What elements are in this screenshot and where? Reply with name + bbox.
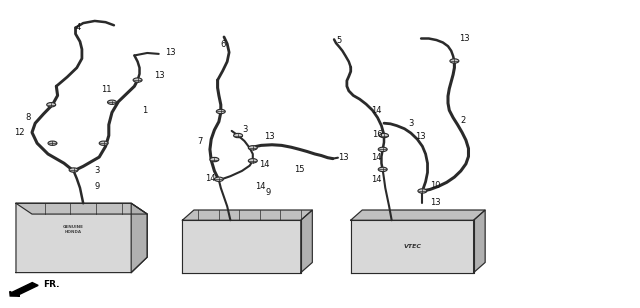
Text: 13: 13 xyxy=(165,48,176,58)
Text: 14: 14 xyxy=(371,152,381,162)
Text: 14: 14 xyxy=(371,106,381,115)
Circle shape xyxy=(234,133,243,138)
Polygon shape xyxy=(16,203,147,214)
Text: 14: 14 xyxy=(259,160,269,169)
Text: 13: 13 xyxy=(460,34,470,43)
Polygon shape xyxy=(182,210,312,220)
Polygon shape xyxy=(301,210,312,273)
Polygon shape xyxy=(16,203,147,273)
Text: 13: 13 xyxy=(338,153,349,162)
Text: 5: 5 xyxy=(336,35,341,45)
Text: 14: 14 xyxy=(205,174,215,183)
Circle shape xyxy=(216,109,225,114)
Circle shape xyxy=(378,147,387,152)
Text: 14: 14 xyxy=(255,182,265,191)
Circle shape xyxy=(248,146,257,150)
Polygon shape xyxy=(182,220,301,273)
Text: 12: 12 xyxy=(14,128,24,137)
Text: 2: 2 xyxy=(461,116,466,125)
Circle shape xyxy=(418,189,427,193)
Text: 13: 13 xyxy=(264,132,275,141)
Polygon shape xyxy=(474,210,485,273)
Circle shape xyxy=(69,168,78,172)
Text: 14: 14 xyxy=(371,175,381,184)
Text: 3: 3 xyxy=(95,166,100,176)
Circle shape xyxy=(210,157,219,162)
Text: 7: 7 xyxy=(197,137,202,146)
Text: 1: 1 xyxy=(142,106,147,116)
Text: 13: 13 xyxy=(154,71,164,80)
Text: 8: 8 xyxy=(26,112,31,122)
Polygon shape xyxy=(351,210,485,220)
Text: 6: 6 xyxy=(221,40,226,49)
Text: 9: 9 xyxy=(266,188,271,197)
Circle shape xyxy=(133,78,142,82)
Text: 4: 4 xyxy=(76,22,81,32)
Circle shape xyxy=(248,159,257,163)
Polygon shape xyxy=(351,220,474,273)
Text: 11: 11 xyxy=(101,85,111,94)
Text: 10: 10 xyxy=(430,181,440,190)
Text: 15: 15 xyxy=(294,165,305,174)
Text: 9: 9 xyxy=(95,182,100,191)
Text: GENUINE
HONDA: GENUINE HONDA xyxy=(63,225,84,234)
Circle shape xyxy=(47,103,56,107)
Text: 13: 13 xyxy=(430,198,441,207)
Circle shape xyxy=(378,167,387,172)
Text: 13: 13 xyxy=(415,132,426,141)
Circle shape xyxy=(48,141,57,145)
Text: 3: 3 xyxy=(242,125,247,134)
Circle shape xyxy=(108,100,116,104)
Text: 3: 3 xyxy=(408,119,413,128)
Text: FR.: FR. xyxy=(44,280,60,290)
Circle shape xyxy=(450,59,459,63)
Circle shape xyxy=(214,177,223,181)
Circle shape xyxy=(380,133,388,138)
Polygon shape xyxy=(131,203,147,273)
Text: 16: 16 xyxy=(372,130,383,140)
Circle shape xyxy=(99,141,108,145)
Text: VTEC: VTEC xyxy=(403,244,421,249)
FancyArrow shape xyxy=(10,282,38,296)
